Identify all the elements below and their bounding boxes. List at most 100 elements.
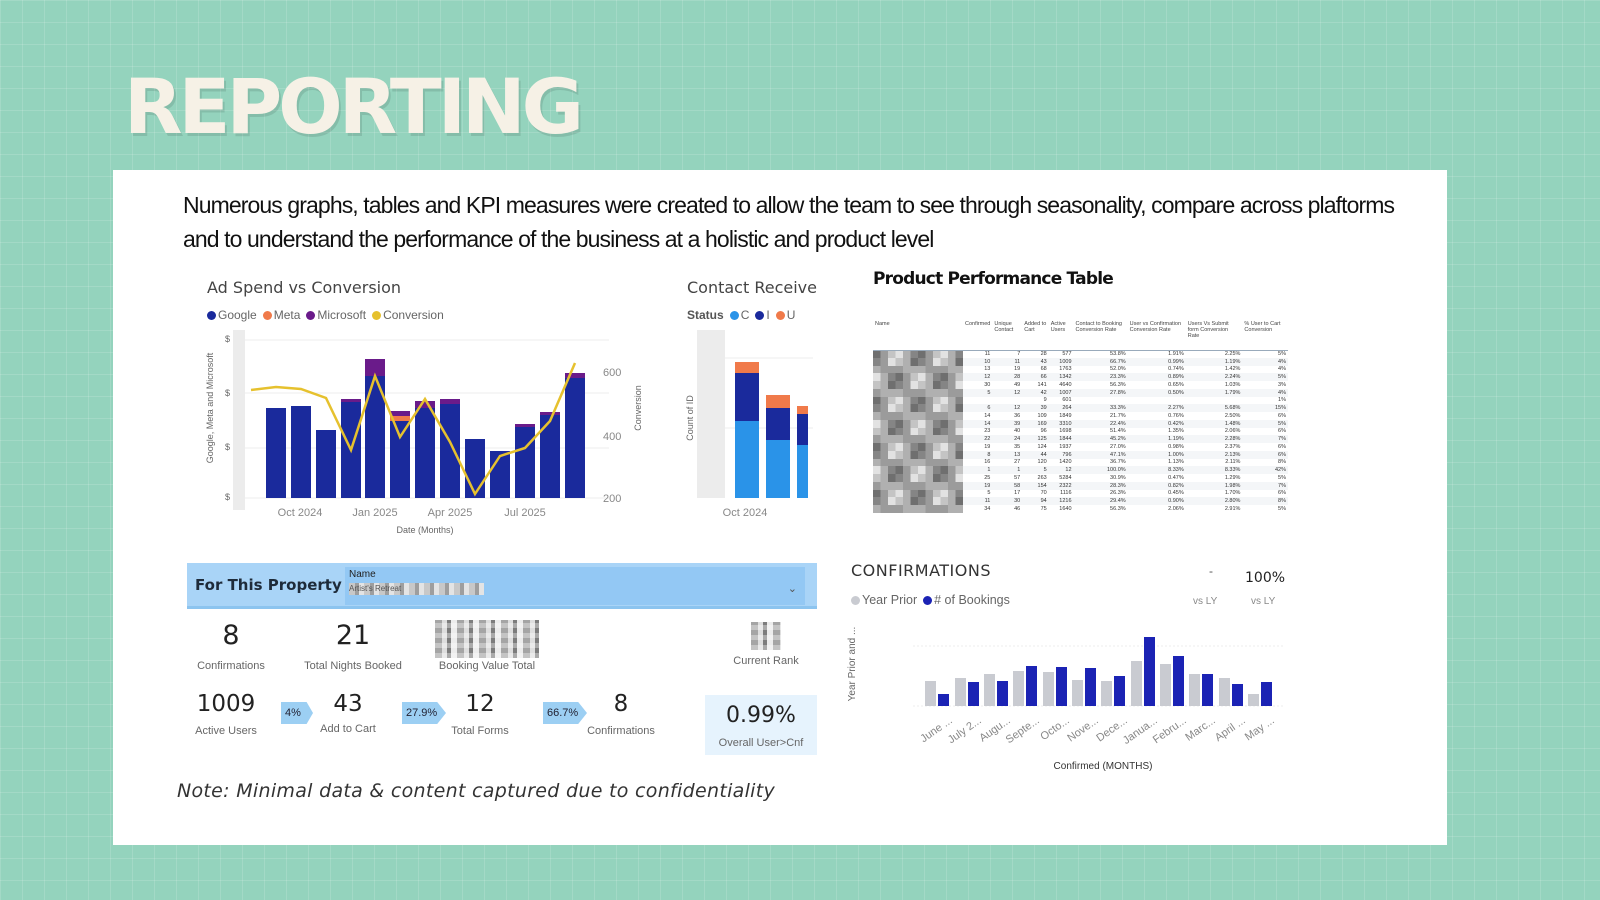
table-cell: 1 bbox=[963, 466, 993, 474]
bar-year-prior bbox=[1189, 674, 1200, 706]
kpi-active-users-value: 1009 bbox=[196, 691, 256, 717]
table-cell: 1342 bbox=[1048, 373, 1074, 381]
table-row: 8 13 44 796 47.1% 1.00% 2.13% 6% bbox=[873, 450, 1288, 459]
table-cell: 5% bbox=[1278, 474, 1286, 481]
table-cell: 0.89% bbox=[1127, 373, 1186, 381]
table-cell: 1.00% bbox=[1127, 450, 1186, 459]
bar-year-prior bbox=[1013, 671, 1024, 706]
table-cell: 5.68% bbox=[1185, 404, 1243, 412]
y-tick-left: $ bbox=[225, 334, 230, 344]
table-cell: 2.80% bbox=[1185, 497, 1243, 505]
confirmations-legend: Year Prior # of Bookings bbox=[851, 593, 1010, 607]
table-cell: 0.82% bbox=[1127, 481, 1186, 490]
name-cell-redacted bbox=[873, 481, 963, 490]
x-tick: Septe... bbox=[1004, 715, 1042, 747]
legend-microsoft: Microsoft bbox=[306, 308, 366, 322]
current-rank-redacted bbox=[751, 622, 781, 650]
table-cell: 3% bbox=[1278, 381, 1286, 388]
bar-bookings bbox=[938, 694, 949, 706]
y-axis-right-label: Conversion bbox=[633, 385, 643, 431]
table-cell: 1116 bbox=[1060, 490, 1072, 497]
bar-bookings bbox=[1202, 674, 1213, 706]
name-cell-redacted bbox=[873, 505, 963, 513]
chevron-down-icon[interactable]: ⌄ bbox=[787, 583, 797, 595]
x-axis-label: Date (Months) bbox=[396, 525, 453, 535]
conversion-rate-tag: 4% bbox=[281, 702, 313, 724]
table-cell: 16 bbox=[984, 459, 991, 466]
product-table-title: Product Performance Table bbox=[873, 269, 1114, 289]
table-row: 5 17 70 1116 26.3% 0.45% 1.70% 6% bbox=[873, 489, 1288, 498]
bar-microsoft bbox=[515, 424, 535, 427]
table-cell: 0.45% bbox=[1168, 490, 1184, 497]
bar-google bbox=[465, 439, 485, 498]
bar-year-prior bbox=[1219, 678, 1230, 706]
table-cell: 28 bbox=[1040, 351, 1047, 358]
name-cell-redacted bbox=[873, 435, 963, 443]
bar-google bbox=[565, 378, 585, 498]
bar-year-prior bbox=[1248, 694, 1259, 706]
table-cell: 796 bbox=[1048, 450, 1074, 459]
kpi-add-to-cart-label: Add to Cart bbox=[320, 723, 376, 735]
legend-c: C bbox=[729, 308, 749, 322]
table-row: 13 19 68 1763 52.0% 0.74% 1.42% 4% bbox=[873, 365, 1288, 374]
table-cell: 0.99% bbox=[1127, 357, 1186, 366]
bar-c bbox=[797, 445, 808, 498]
name-value: Artist's Retreat bbox=[349, 583, 484, 595]
table-cell: 6% bbox=[1278, 443, 1286, 450]
table-cell: 39 bbox=[992, 419, 1023, 428]
slide-title: REPORTING bbox=[124, 62, 584, 151]
table-cell: 53.8% bbox=[1110, 351, 1126, 358]
table-cell: 12 bbox=[1048, 466, 1074, 474]
bar-google bbox=[316, 430, 336, 498]
table-cell: 21.7% bbox=[1110, 412, 1126, 419]
table-cell: 4% bbox=[1278, 366, 1286, 373]
table-cell: 1698 bbox=[1059, 428, 1072, 435]
table-cell: 11 bbox=[992, 357, 1023, 366]
name-cell-redacted bbox=[873, 450, 963, 459]
table-cell: 1007 bbox=[1048, 388, 1074, 397]
table-cell: 56.3% bbox=[1110, 505, 1126, 512]
table-cell bbox=[1186, 397, 1243, 405]
table-cell: 1.79% bbox=[1185, 388, 1243, 397]
bar-bookings bbox=[1085, 668, 1096, 706]
bar-year-prior bbox=[925, 681, 936, 706]
ad-chart-title: Ad Spend vs Conversion bbox=[207, 278, 402, 297]
booking-value-redacted bbox=[435, 620, 539, 658]
table-row: 5 12 42 1007 27.8% 0.50% 1.79% 4% bbox=[873, 388, 1288, 397]
table-cell: 5% bbox=[1278, 505, 1286, 512]
table-body: 11 7 28 577 53.8% 1.91% 2.25% 5% 10 11 43 1009 66.7%… bbox=[873, 350, 1288, 513]
table-cell bbox=[1074, 397, 1128, 405]
table-cell: 25 bbox=[984, 474, 991, 481]
table-cell: 6% bbox=[1242, 450, 1288, 459]
table-cell: 1% bbox=[1278, 397, 1286, 404]
table-cell: 19 bbox=[1014, 366, 1021, 373]
bar-year-prior bbox=[955, 678, 966, 706]
table-cell: 35 bbox=[1014, 443, 1021, 450]
table-cell: 2322 bbox=[1048, 481, 1074, 490]
table-cell: 94 bbox=[1022, 497, 1049, 505]
y-axis-left-label: Google, Meta and Microsoft bbox=[205, 352, 215, 463]
table-cell: 0.50% bbox=[1127, 388, 1186, 397]
property-name-dropdown[interactable]: Name Artist's Retreat ⌄ bbox=[345, 567, 805, 605]
y-tick-left: $ bbox=[225, 442, 230, 452]
table-row: 14 36 109 1849 21.7% 0.76% 2.50% 6% bbox=[873, 412, 1288, 420]
bar-year-prior bbox=[984, 674, 995, 706]
table-cell: 0.74% bbox=[1168, 366, 1184, 373]
name-label: Name bbox=[349, 569, 376, 580]
table-cell: 15% bbox=[1242, 404, 1288, 412]
kpi-active-users-label: Active Users bbox=[195, 725, 257, 737]
table-cell: 5 bbox=[963, 388, 993, 397]
table-cell: 7 bbox=[1017, 351, 1021, 358]
table-cell bbox=[992, 397, 1022, 405]
table-cell: 23.3% bbox=[1073, 373, 1128, 381]
overall-conversion-card: 0.99% Overall User>Cnf bbox=[705, 695, 817, 755]
table-cell: 1.98% bbox=[1185, 481, 1243, 490]
table-cell: 14 bbox=[984, 412, 991, 419]
table-cell: 22 bbox=[963, 435, 993, 443]
table-cell: 7% bbox=[1242, 481, 1288, 490]
kpi-confirmations-2-value: 8 bbox=[613, 691, 629, 717]
bar-i bbox=[797, 414, 808, 445]
table-cell: 6 bbox=[963, 404, 993, 412]
table-cell: 2.24% bbox=[1185, 373, 1243, 381]
legend-i: I bbox=[755, 308, 770, 322]
